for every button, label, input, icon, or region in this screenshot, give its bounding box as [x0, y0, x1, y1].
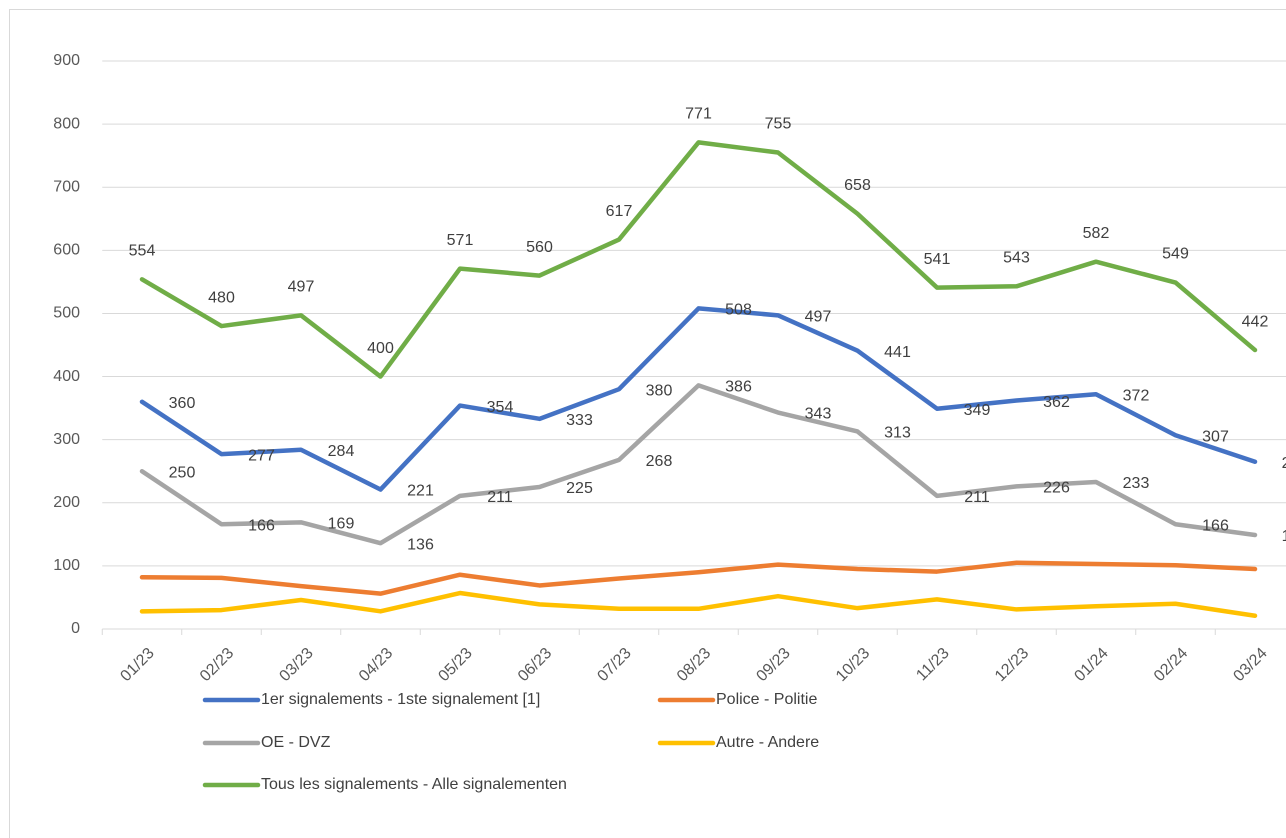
data-label: 166 [1202, 517, 1229, 534]
data-label: 480 [208, 289, 235, 306]
data-label: 343 [805, 406, 832, 423]
data-label: 549 [1162, 246, 1189, 263]
y-tick-label: 800 [53, 115, 80, 132]
data-label: 582 [1083, 225, 1110, 242]
y-tick-label: 100 [53, 557, 80, 574]
legend-label: Police - Politie [716, 691, 817, 708]
y-tick-label: 900 [53, 52, 80, 69]
data-label: 349 [964, 402, 991, 419]
data-label: 221 [407, 483, 434, 500]
data-label: 233 [1123, 475, 1150, 492]
data-label: 541 [924, 251, 951, 268]
series-line [139, 140, 1258, 379]
y-tick-label: 500 [53, 305, 80, 322]
legend-label: 1er signalements - 1ste signalement [1] [261, 691, 540, 708]
data-label: 149 [1282, 528, 1286, 545]
data-label: 508 [725, 302, 752, 319]
data-label: 277 [248, 447, 275, 464]
data-label: 571 [447, 232, 474, 249]
data-label: 268 [646, 453, 673, 470]
data-label: 771 [685, 106, 712, 123]
data-label: 554 [129, 243, 156, 260]
chart-frame [9, 9, 1286, 838]
data-label: 560 [526, 239, 553, 256]
data-label: 360 [169, 395, 196, 412]
data-label: 362 [1043, 394, 1070, 411]
data-label: 442 [1242, 313, 1269, 330]
data-label: 543 [1003, 250, 1030, 267]
data-label: 354 [487, 399, 514, 416]
series-line [139, 560, 1258, 596]
y-tick-label: 400 [53, 368, 80, 385]
data-label: 313 [884, 425, 911, 442]
data-label: 284 [328, 443, 355, 460]
legend-label: Autre - Andere [716, 734, 819, 751]
y-tick-label: 600 [53, 242, 80, 259]
legend-label: Tous les signalements - Alle signalement… [261, 776, 567, 793]
data-label: 441 [884, 344, 911, 361]
data-label: 755 [765, 116, 792, 133]
data-label: 250 [169, 464, 196, 481]
data-label: 386 [725, 379, 752, 396]
data-label: 497 [805, 309, 832, 326]
legend-label: OE - DVZ [261, 734, 331, 751]
data-label: 226 [1043, 480, 1070, 497]
data-label: 380 [646, 382, 673, 399]
data-label: 136 [407, 536, 434, 553]
data-label: 400 [367, 340, 394, 357]
data-label: 333 [566, 412, 593, 429]
series-line [139, 590, 1258, 618]
y-tick-label: 700 [53, 178, 80, 195]
data-label: 166 [248, 517, 275, 534]
y-tick-label: 0 [71, 620, 80, 637]
data-label: 372 [1123, 387, 1150, 404]
y-tick-label: 200 [53, 494, 80, 511]
data-label: 265 [1282, 455, 1286, 472]
data-label: 617 [606, 203, 633, 220]
data-label: 169 [328, 516, 355, 533]
data-label: 225 [566, 480, 593, 497]
series-line [139, 383, 1258, 546]
series-line [139, 306, 1258, 492]
data-label: 307 [1202, 428, 1229, 445]
data-label: 211 [487, 489, 513, 506]
data-label: 658 [844, 177, 871, 194]
data-label: 211 [964, 489, 990, 506]
data-label: 497 [288, 279, 315, 296]
y-tick-label: 300 [53, 431, 80, 448]
